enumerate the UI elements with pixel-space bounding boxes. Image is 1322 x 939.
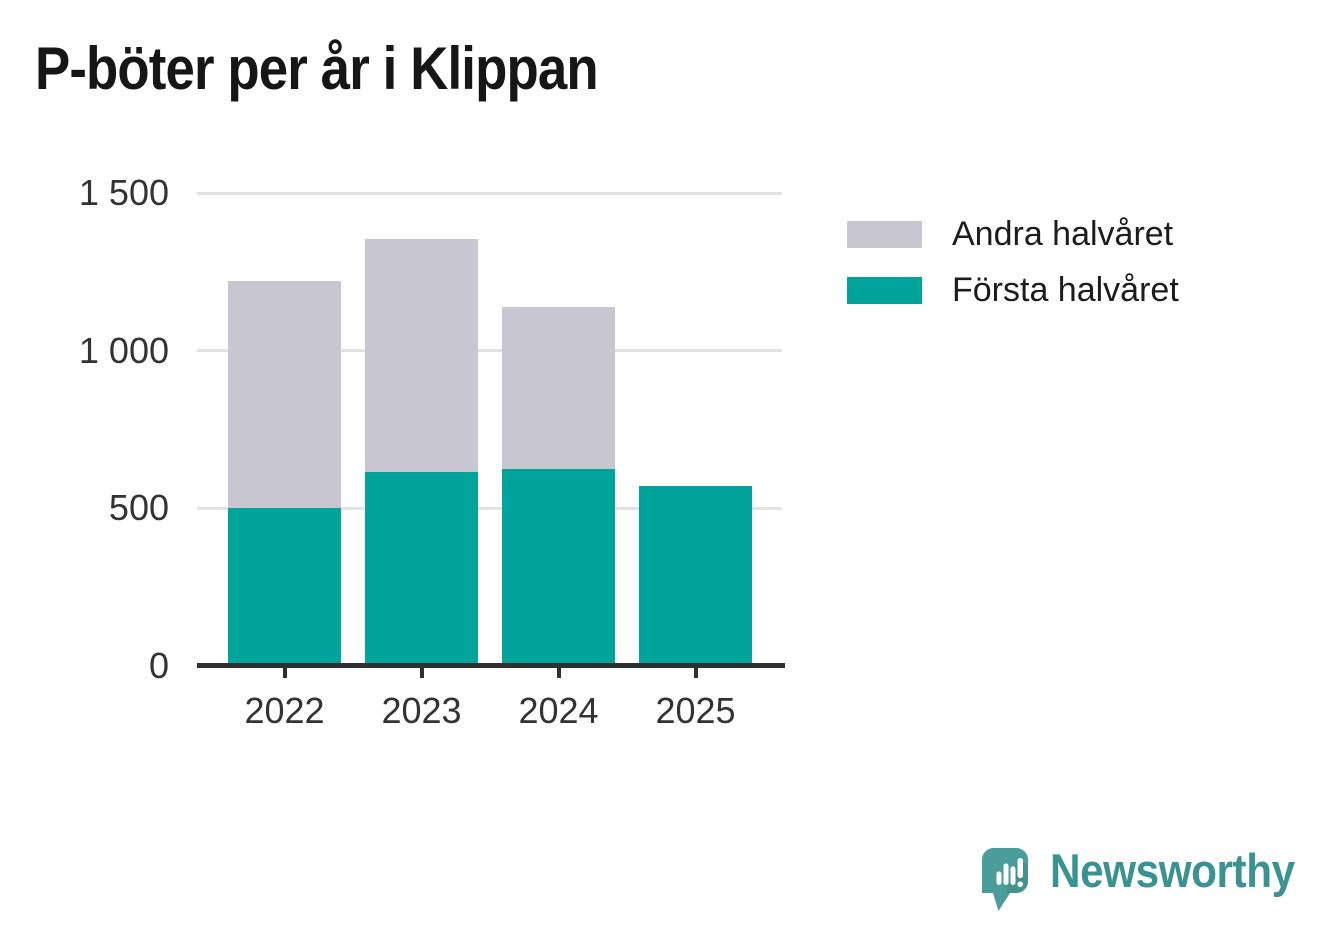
y-axis-tick-label: 1 500 <box>78 172 169 213</box>
bar-segment <box>228 508 341 666</box>
x-axis-tick-mark <box>693 668 698 678</box>
bar-segment <box>502 306 615 469</box>
newsworthy-logo: Newsworthy <box>982 844 1322 912</box>
legend-swatch <box>847 220 922 248</box>
gridline <box>197 191 782 195</box>
legend-label: Andra halvåret <box>952 215 1174 253</box>
gridline <box>197 506 782 510</box>
icon-exclamation-bar <box>1017 858 1023 878</box>
icon-bar-medium <box>1010 866 1016 885</box>
newsworthy-icon <box>982 848 1028 911</box>
bar-segment <box>365 238 478 473</box>
newsworthy-wordmark: Newsworthy <box>1050 844 1295 897</box>
legend-item: Första halvåret <box>847 273 1179 307</box>
x-axis-tick-mark <box>282 668 287 678</box>
y-axis-tick-label: 1 000 <box>78 329 169 371</box>
bar-segment <box>639 486 752 666</box>
x-axis-tick-mark <box>556 668 561 678</box>
icon-exclamation-dot <box>1017 881 1023 887</box>
x-axis-tick-label: 2025 <box>655 690 736 731</box>
bar-segment <box>502 468 615 666</box>
gridline <box>197 349 782 353</box>
x-axis-tick-label: 2024 <box>518 690 599 731</box>
icon-bar-small <box>996 871 1002 885</box>
bar-segment <box>365 472 478 666</box>
x-axis-tick-label: 2023 <box>381 690 462 731</box>
legend-item: Andra halvåret <box>847 217 1173 251</box>
legend-label: Första halvåret <box>952 271 1179 309</box>
x-axis-line <box>197 663 785 668</box>
x-axis-tick-label: 2022 <box>244 690 325 731</box>
icon-bar-tall <box>1003 863 1009 885</box>
bar-segment <box>228 281 341 509</box>
y-axis-tick-label: 0 <box>148 645 169 686</box>
chart-title: P-böter per år i Klippan <box>35 35 599 102</box>
x-axis-tick-mark <box>419 668 424 678</box>
y-axis-tick-label: 500 <box>108 487 169 529</box>
legend-swatch <box>847 276 922 304</box>
